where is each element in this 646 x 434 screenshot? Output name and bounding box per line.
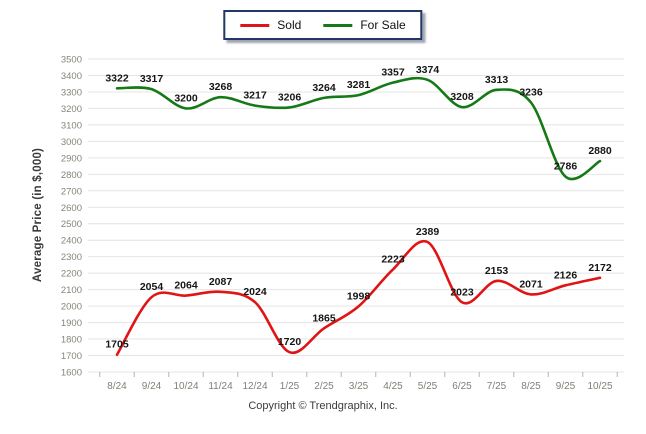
data-point-label: 3357 — [381, 67, 405, 79]
y-axis-tick-label: 1600 — [61, 368, 82, 379]
data-point-label: 2786 — [554, 161, 578, 173]
sold-line-swatch-icon — [240, 23, 270, 27]
data-point-label: 2223 — [381, 253, 405, 265]
y-axis-tick-label: 2600 — [61, 203, 82, 214]
x-axis-tick-label: 4/25 — [383, 381, 403, 392]
y-axis-tick-label: 2300 — [61, 252, 82, 263]
data-point-label: 2880 — [588, 145, 612, 157]
data-point-label: 2172 — [588, 262, 612, 274]
data-point-label: 2126 — [554, 269, 578, 281]
data-point-label: 3322 — [105, 72, 129, 84]
data-point-label: 1720 — [278, 336, 302, 348]
x-axis-tick-label: 11/24 — [208, 381, 233, 392]
series-line-sold — [115, 239, 602, 356]
data-point-label: 2054 — [140, 281, 164, 293]
x-axis-tick-label: 8/25 — [521, 381, 541, 392]
y-axis-tick-label: 1900 — [61, 318, 82, 329]
data-point-label: 1865 — [312, 312, 336, 324]
data-point-label: 3374 — [416, 64, 440, 76]
data-point-label: 1998 — [347, 290, 371, 302]
x-axis-tick-label: 12/24 — [242, 381, 267, 392]
y-axis-tick-label: 2800 — [61, 170, 82, 181]
for-sale-line-swatch-icon — [323, 23, 353, 27]
x-axis-tick-label: 9/24 — [142, 381, 162, 392]
y-axis-tick-label: 2900 — [61, 153, 82, 164]
x-axis-tick-label: 2/25 — [314, 381, 334, 392]
x-axis-tick-label: 6/25 — [452, 381, 472, 392]
y-axis-tick-label: 1800 — [61, 335, 82, 346]
y-axis-tick-label: 2000 — [61, 302, 82, 313]
y-axis-tick-label: 3500 — [61, 55, 82, 66]
data-point-label: 2023 — [450, 286, 474, 298]
data-point-label: 2071 — [519, 278, 543, 290]
x-axis-tick-label: 10/24 — [173, 381, 198, 392]
legend-label-for-sale: For Sale — [360, 18, 406, 32]
legend-label-sold: Sold — [277, 18, 302, 32]
data-point-label: 2087 — [209, 276, 233, 288]
data-point-label: 3200 — [174, 92, 198, 104]
series-line-for-sale — [115, 76, 602, 181]
data-point-label: 1705 — [105, 339, 129, 351]
data-point-label: 3217 — [243, 90, 267, 102]
data-point-label: 3313 — [485, 74, 509, 86]
data-point-label: 3268 — [209, 81, 233, 93]
x-axis-tick-label: 3/25 — [349, 381, 369, 392]
y-axis-tick-label: 1700 — [61, 351, 82, 362]
x-axis-tick-label: 1/25 — [280, 381, 300, 392]
y-axis-tick-label: 3000 — [61, 137, 82, 148]
y-axis-tick-label: 3100 — [61, 120, 82, 131]
y-axis-tick-label: 2100 — [61, 285, 82, 296]
data-point-label: 3317 — [140, 73, 164, 85]
y-axis-tick-label: 2200 — [61, 269, 82, 280]
data-point-label: 3281 — [347, 79, 371, 91]
data-point-label: 2064 — [174, 280, 198, 292]
x-axis-tick-label: 5/25 — [418, 381, 438, 392]
y-axis-tick-label: 3200 — [61, 104, 82, 115]
y-axis-tick-label: 2700 — [61, 186, 82, 197]
y-axis-tick-label: 2500 — [61, 219, 82, 230]
data-point-label: 2153 — [485, 265, 509, 277]
chart-legend: Sold For Sale — [223, 10, 423, 40]
y-axis-tick-label: 3300 — [61, 87, 82, 98]
copyright-text: Copyright © Trendgraphix, Inc. — [248, 400, 398, 412]
x-axis-tick-label: 10/25 — [587, 381, 612, 392]
data-point-label: 2389 — [416, 226, 440, 238]
data-point-label: 3236 — [519, 86, 543, 98]
y-axis-tick-label: 2400 — [61, 236, 82, 247]
x-axis-tick-label: 7/25 — [487, 381, 507, 392]
x-axis-tick-label: 9/25 — [556, 381, 576, 392]
y-axis-tick-label: 3400 — [61, 71, 82, 82]
data-point-label: 3206 — [278, 91, 302, 103]
legend-item-for-sale: For Sale — [323, 18, 406, 32]
data-point-label: 3264 — [312, 82, 336, 94]
data-point-label: 2024 — [243, 286, 267, 298]
legend-item-sold: Sold — [240, 18, 301, 32]
x-axis-tick-label: 8/24 — [107, 381, 127, 392]
data-point-label: 3208 — [450, 91, 474, 103]
